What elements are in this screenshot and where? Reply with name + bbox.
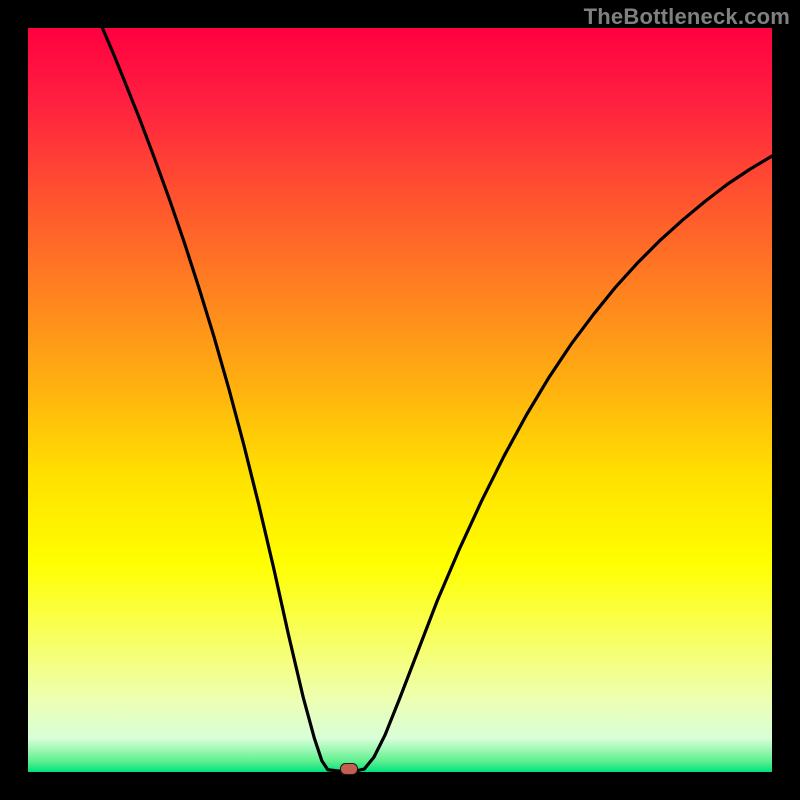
plot-area [28,28,772,772]
optimum-marker [340,763,358,775]
watermark-text: TheBottleneck.com [584,4,790,30]
bottleneck-curve [28,28,772,772]
chart-frame: TheBottleneck.com [0,0,800,800]
